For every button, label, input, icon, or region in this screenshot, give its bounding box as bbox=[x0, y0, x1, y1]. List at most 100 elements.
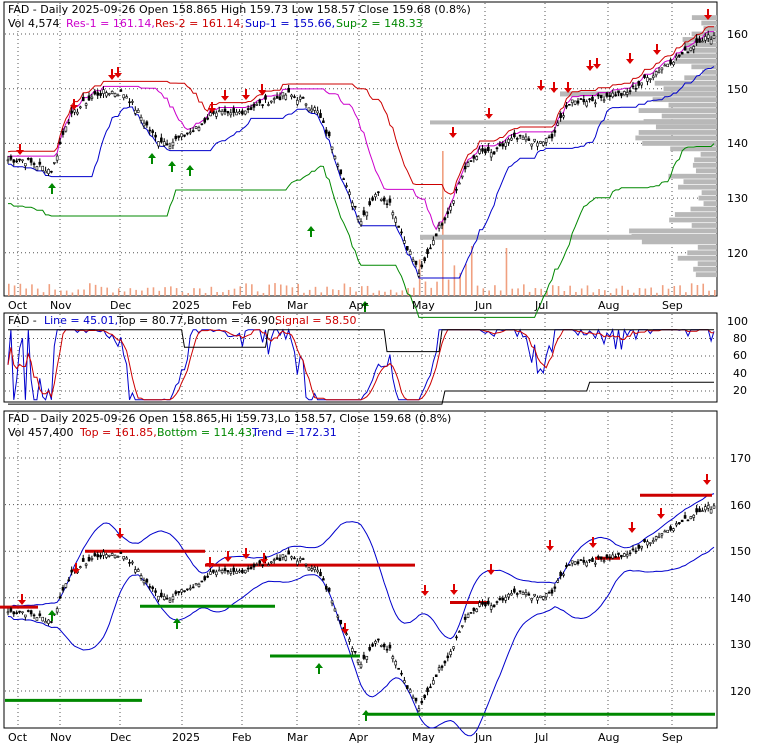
top-candle-body bbox=[495, 147, 499, 150]
top-sell-arrow bbox=[550, 82, 558, 93]
bot-candle-body bbox=[145, 579, 149, 583]
bot-xlabel-aug: Aug bbox=[598, 731, 619, 744]
top-candle-body bbox=[188, 131, 192, 134]
bot-candle-body bbox=[50, 621, 53, 623]
top-candle-body bbox=[356, 216, 360, 220]
top-candle-body bbox=[342, 178, 345, 180]
top-sell-arrow bbox=[108, 69, 116, 80]
bot-candle-body bbox=[608, 556, 612, 559]
top-candle-body bbox=[76, 111, 79, 115]
top-candle-body bbox=[568, 104, 571, 106]
volume-bar bbox=[702, 283, 705, 296]
top-candle-body bbox=[672, 61, 675, 66]
volume-bar bbox=[494, 285, 496, 296]
bot-sell-arrow bbox=[116, 528, 124, 539]
top-vol-label: Vol 4,574 bbox=[8, 17, 59, 30]
bot-candle-body bbox=[596, 556, 600, 558]
top-sell-arrow bbox=[653, 44, 661, 55]
bot-candle-body bbox=[646, 541, 649, 546]
volume-profile-bar bbox=[635, 135, 717, 141]
volume-bar bbox=[175, 288, 178, 296]
bot-candle-body bbox=[90, 558, 94, 560]
bot-candle-body bbox=[353, 651, 357, 653]
bot-candle-body bbox=[544, 593, 548, 598]
volume-profile-bar bbox=[702, 69, 717, 75]
volume-profile-bar bbox=[673, 58, 717, 64]
bot-candle-body bbox=[330, 600, 334, 604]
top-ytick-140: 140 bbox=[727, 137, 748, 150]
bot-candle-body bbox=[701, 510, 704, 512]
top-candle-body bbox=[139, 117, 143, 121]
bot-candle-body bbox=[443, 660, 447, 664]
volume-bar bbox=[274, 283, 276, 296]
top-candle-body bbox=[440, 223, 444, 226]
volume-bar bbox=[714, 289, 716, 296]
top-candle-body bbox=[400, 231, 403, 234]
volume-profile-band bbox=[420, 234, 717, 240]
bot-candle-body bbox=[102, 551, 105, 556]
bot-candle-body bbox=[541, 596, 545, 600]
bot-candle-body bbox=[533, 593, 536, 597]
bot-xlabel-may: May bbox=[412, 731, 435, 744]
bot-candle-body bbox=[186, 588, 189, 591]
bot-candle-body bbox=[212, 569, 215, 573]
bot-candle-body bbox=[21, 611, 24, 614]
bot-candle-body bbox=[524, 591, 528, 596]
bot-candle-body bbox=[611, 554, 615, 559]
bot-candle-body bbox=[579, 559, 583, 561]
bot-candle-body bbox=[518, 590, 522, 593]
volume-bar bbox=[94, 284, 97, 296]
bot-candle-body bbox=[666, 529, 670, 533]
volume-bar bbox=[268, 284, 271, 296]
top-candle-body bbox=[125, 96, 128, 99]
top-candle-body bbox=[81, 96, 85, 102]
top-sell-arrow bbox=[70, 99, 78, 110]
bot-candle-body bbox=[620, 554, 623, 558]
top-candle-body bbox=[617, 90, 620, 93]
volume-bar bbox=[25, 288, 27, 296]
top-candle-body bbox=[99, 93, 102, 96]
top-candle-body bbox=[290, 94, 293, 98]
bot-candle-body bbox=[686, 519, 690, 522]
bot-candle-body bbox=[160, 592, 163, 597]
bot-candle-body bbox=[501, 597, 505, 601]
bot-candle-body bbox=[414, 697, 418, 702]
bot-candle-body bbox=[550, 589, 554, 594]
bot-candle-body bbox=[640, 545, 643, 549]
bot-candle-body bbox=[495, 601, 499, 603]
top-ytick-130: 130 bbox=[727, 192, 748, 205]
volume-bar bbox=[77, 289, 80, 296]
volume-bar bbox=[621, 285, 624, 296]
res2-line bbox=[7, 26, 714, 195]
volume-profile-bar bbox=[694, 157, 717, 163]
bot-candle-body bbox=[423, 694, 426, 699]
bot-candle-body bbox=[582, 559, 586, 563]
bot-candle-body bbox=[67, 579, 71, 582]
volume-bar bbox=[459, 272, 461, 296]
bot-candle-body bbox=[44, 621, 47, 624]
volume-bar bbox=[389, 289, 392, 296]
bot-candle-body bbox=[452, 646, 455, 650]
volume-bar bbox=[216, 292, 218, 296]
bot-candle-body bbox=[432, 680, 435, 685]
top-candle-body bbox=[475, 156, 479, 160]
bottom-trend-label: Trend = 172.31 bbox=[251, 426, 337, 439]
volume-bar bbox=[436, 281, 438, 296]
bot-candle-body bbox=[562, 573, 565, 576]
bot-candle-body bbox=[284, 556, 288, 561]
bot-buy-arrow bbox=[173, 618, 181, 629]
top-candle-body bbox=[67, 121, 71, 124]
bot-candle-body bbox=[654, 536, 658, 540]
signal-line bbox=[7, 329, 715, 401]
volume-profile-bar bbox=[701, 20, 717, 26]
bot-candle-body bbox=[362, 654, 366, 659]
bot-candle-body bbox=[651, 540, 655, 543]
top-candle-body bbox=[634, 87, 638, 90]
volume-profile-bar bbox=[687, 250, 717, 256]
volume-profile-bar bbox=[685, 48, 717, 53]
top-candle-body bbox=[84, 103, 88, 106]
top-candle-body bbox=[518, 134, 522, 137]
bot-candle-body bbox=[241, 569, 244, 574]
bot-candle-body bbox=[238, 570, 241, 573]
top-xlabel-oct: Oct bbox=[8, 299, 28, 312]
